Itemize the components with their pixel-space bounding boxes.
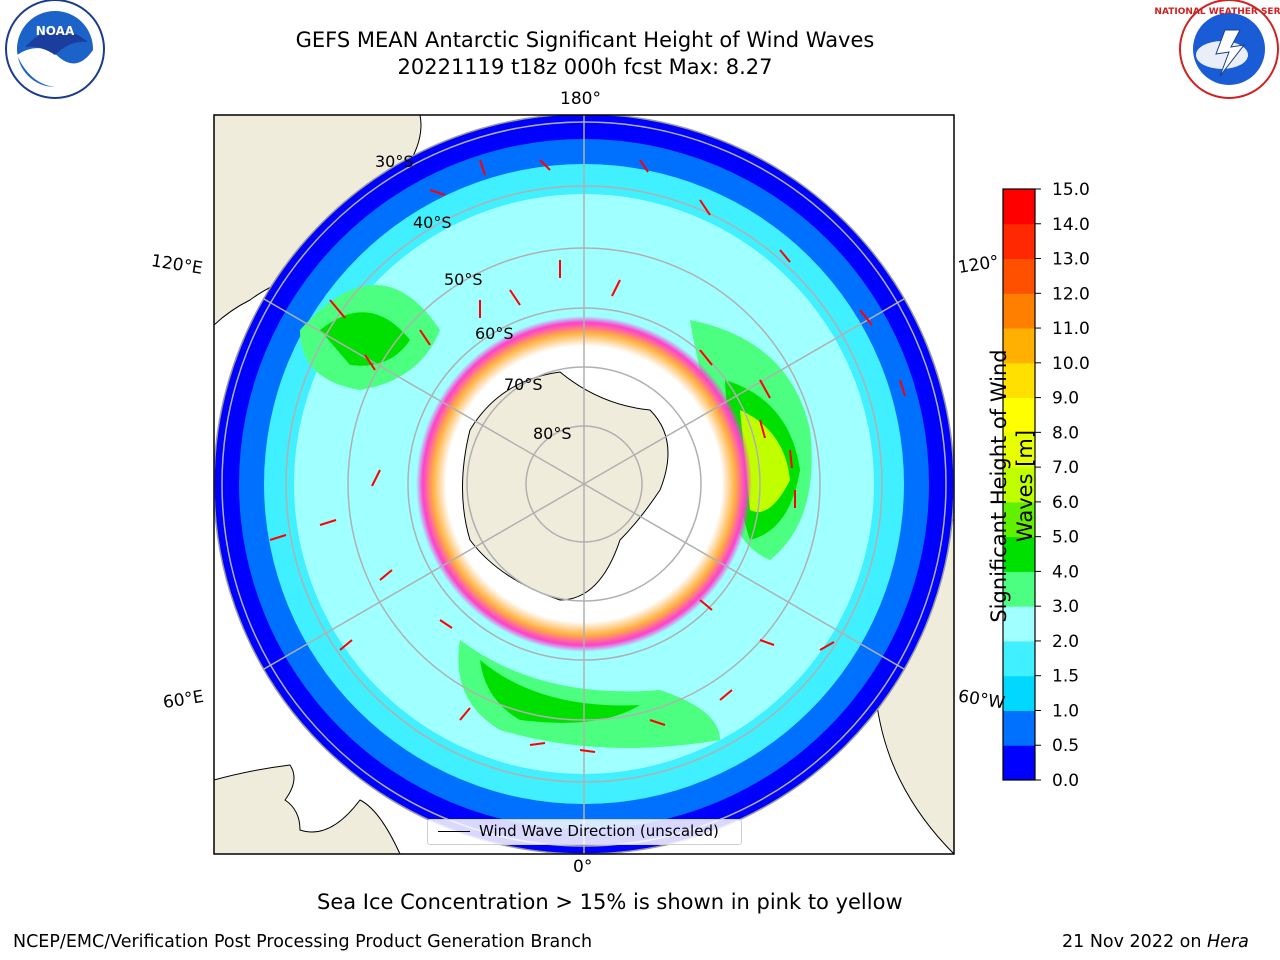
noaa-logo: NOAA <box>5 0 105 99</box>
colorbar-segment <box>1003 328 1035 364</box>
lat-label-60s: 60°S <box>475 324 514 343</box>
colorbar-segment <box>1003 675 1035 711</box>
svg-text:NATIONAL WEATHER SERVICE: NATIONAL WEATHER SERVICE <box>1154 7 1280 17</box>
colorbar-tick-label: 13.0 <box>1052 250 1090 270</box>
polar-map <box>214 115 954 854</box>
chart-title: GEFS MEAN Antarctic Significant Height o… <box>295 28 875 52</box>
colorbar-tick-label: 7.0 <box>1052 458 1079 478</box>
land-africa <box>214 764 401 854</box>
colorbar-tick-label: 5.0 <box>1052 528 1079 548</box>
colorbar-tick-label: 3.0 <box>1052 597 1079 617</box>
lon-label-0: 0° <box>573 857 593 877</box>
colorbar-tick-label: 9.0 <box>1052 389 1079 409</box>
footer-host: Hera <box>1207 932 1249 952</box>
colorbar-segment <box>1003 501 1035 538</box>
sea-ice-caption: Sea Ice Concentration > 15% is shown in … <box>317 890 903 914</box>
colorbar-tick-label: 2.0 <box>1052 632 1079 652</box>
lat-label-30s: 30°S <box>375 152 414 171</box>
colorbar-segment <box>1003 432 1035 468</box>
footer-date-text: 21 Nov 2022 on <box>1062 932 1208 952</box>
colorbar-title: Significant Height of Wind Waves [m] <box>987 349 1037 623</box>
colorbar-segment <box>1003 467 1035 503</box>
wind-wave-arrows <box>269 159 906 753</box>
colorbar-segment <box>1003 189 1035 225</box>
colorbar-segment <box>1003 606 1035 642</box>
lon-label-180: 180° <box>560 89 601 109</box>
footer-date: 21 Nov 2022 on Hera <box>1062 932 1249 952</box>
legend-line-swatch <box>438 831 470 832</box>
footer-credit: NCEP/EMC/Verification Post Processing Pr… <box>13 932 593 952</box>
nws-logo: NATIONAL WEATHER SERVICE <box>1154 0 1280 99</box>
colorbar-segment <box>1003 397 1035 433</box>
lat-label-80s: 80°S <box>533 424 572 443</box>
colorbar-tick-label: 0.5 <box>1052 736 1079 756</box>
colorbar-tick-label: 0.0 <box>1052 771 1079 791</box>
colorbar-segment <box>1003 223 1035 260</box>
colorbar-tick-label: 12.0 <box>1052 284 1090 304</box>
colorbar-segment <box>1003 640 1035 677</box>
lat-label-50s: 50°S <box>444 270 483 289</box>
colorbar-tick-label: 1.5 <box>1052 667 1079 687</box>
colorbar-segment <box>1003 571 1035 607</box>
colorbar-segment <box>1003 258 1035 294</box>
colorbar-tick-label: 4.0 <box>1052 562 1079 582</box>
noaa-logo-text: NOAA <box>36 24 75 38</box>
wave-height-field <box>214 115 954 854</box>
colorbar-tick-label: 10.0 <box>1052 354 1090 374</box>
legend-label: Wind Wave Direction (unscaled) <box>479 822 719 840</box>
colorbar-tick-label: 14.0 <box>1052 215 1090 235</box>
colorbar-segment <box>1003 710 1035 746</box>
colorbar-segment <box>1003 536 1035 572</box>
colorbar-segment <box>1003 745 1035 781</box>
map-frame <box>213 114 955 855</box>
colorbar-tick-label: 15.0 <box>1052 180 1090 200</box>
lat-label-40s: 40°S <box>413 213 452 232</box>
colorbar-tick-label: 8.0 <box>1052 423 1079 443</box>
graticule <box>214 115 954 854</box>
colorbar-tick-label: 6.0 <box>1052 493 1079 513</box>
colorbar-segment <box>1003 362 1035 399</box>
land-antarctica <box>462 371 669 601</box>
colorbar-tick-label: 1.0 <box>1052 701 1079 721</box>
chart-subtitle: 20221119 t18z 000h fcst Max: 8.27 <box>397 55 773 79</box>
lat-label-70s: 70°S <box>504 375 543 394</box>
colorbar: 0.0 0.5 1.0 1.5 2.0 3.0 4.0 5.0 6.0 7.0 8.0 9.0 10.0… <box>1002 180 1090 791</box>
colorbar-tick-label: 11.0 <box>1052 319 1090 339</box>
colorbar-segment <box>1003 293 1035 329</box>
map-legend: Wind Wave Direction (unscaled) <box>427 819 742 845</box>
